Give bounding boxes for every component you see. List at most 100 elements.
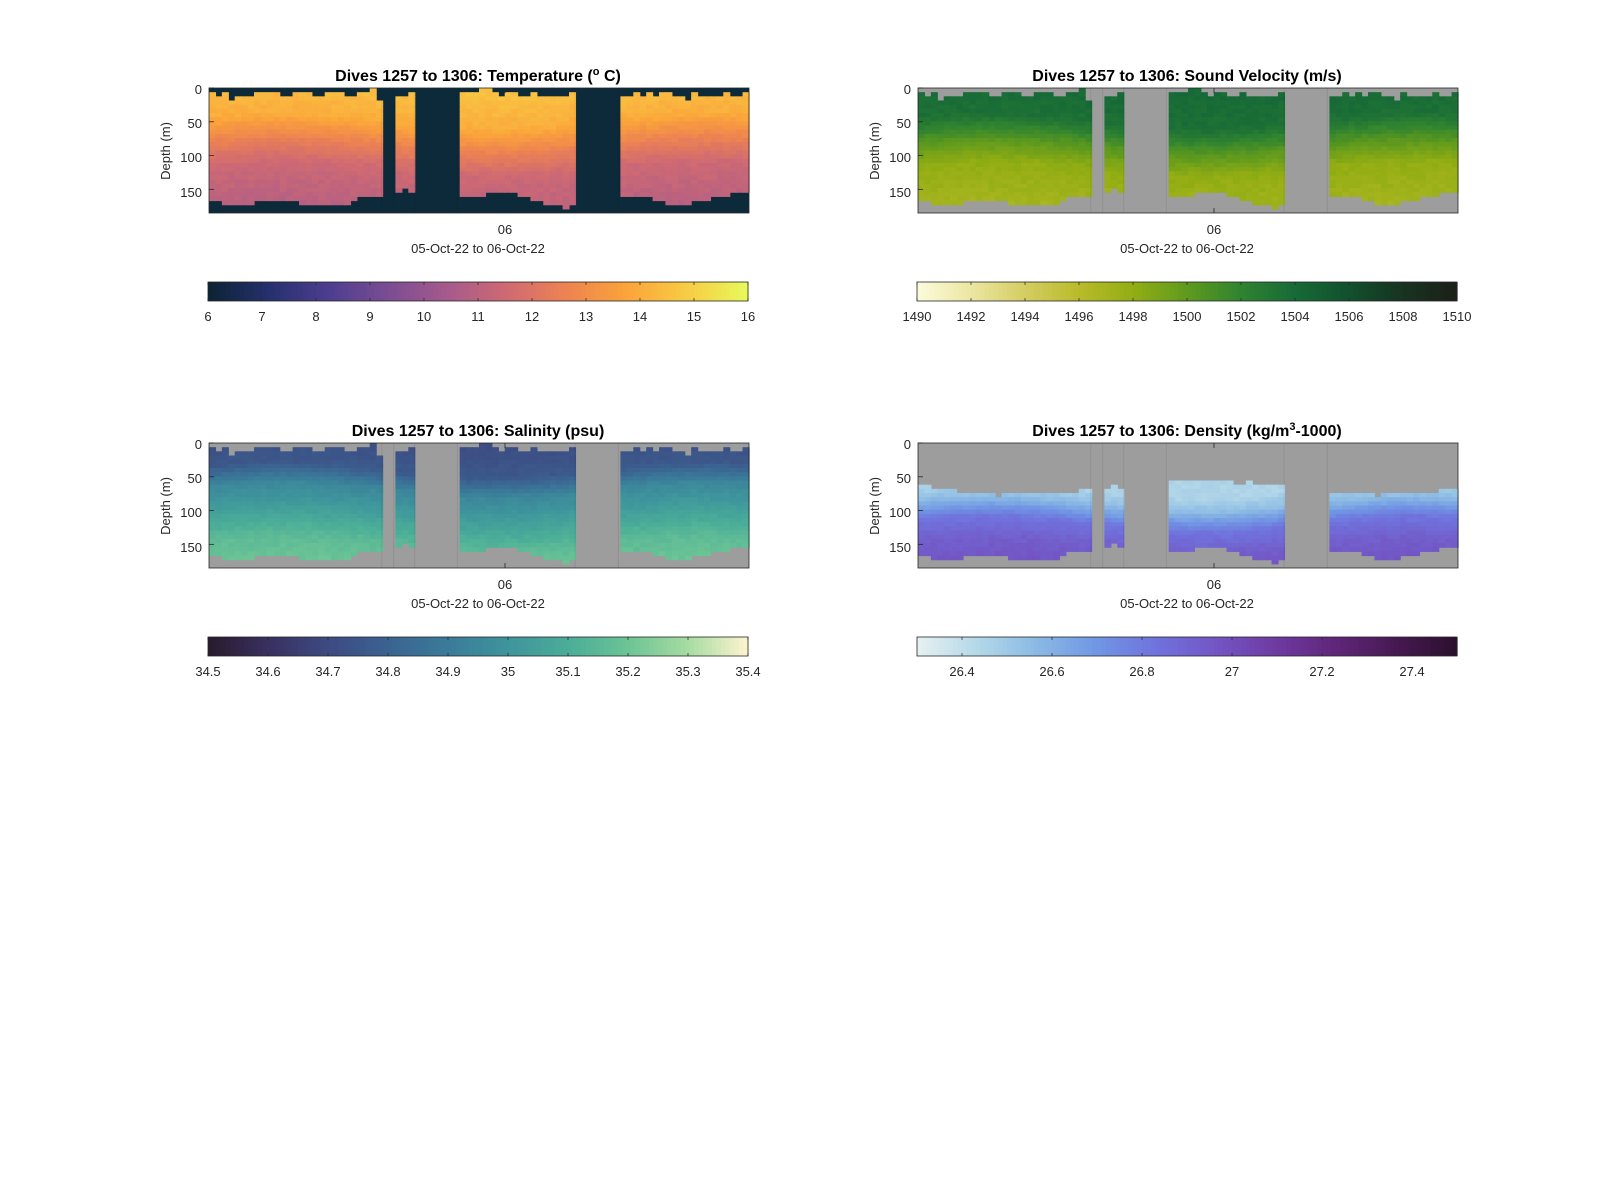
heatmap-cell: [221, 530, 229, 536]
colorbar-segment: [944, 282, 950, 301]
heatmap-cell: [1168, 175, 1176, 181]
heatmap-cell: [918, 142, 926, 147]
heatmap-cell: [549, 522, 557, 527]
heatmap-cell: [1335, 129, 1343, 135]
colorbar-segment: [1241, 282, 1247, 301]
heatmap-cell: [924, 163, 932, 168]
heatmap-cell: [1027, 138, 1035, 143]
heatmap-cell: [950, 108, 958, 114]
heatmap-cell: [930, 142, 938, 147]
heatmap-cell: [1245, 154, 1253, 160]
heatmap-cell: [504, 117, 512, 122]
heatmap-cell: [671, 133, 679, 139]
heatmap-cell: [363, 192, 371, 197]
heatmap-cell: [1065, 117, 1073, 122]
heatmap-cell: [466, 538, 474, 544]
heatmap-cell: [1387, 133, 1395, 139]
heatmap-cell: [652, 150, 660, 156]
colorbar-segment: [568, 282, 574, 301]
heatmap-cell: [324, 133, 332, 139]
heatmap-cell: [1033, 163, 1041, 168]
heatmap-cell: [729, 129, 737, 135]
heatmap-cell: [671, 175, 679, 181]
heatmap-cell: [736, 113, 744, 118]
heatmap-cell: [982, 158, 990, 164]
colorbar-segment: [1196, 282, 1202, 301]
heatmap-cell: [247, 501, 255, 507]
heatmap-cell: [1008, 167, 1016, 172]
heatmap-cell: [1110, 163, 1118, 168]
heatmap-cell: [337, 505, 345, 511]
heatmap-cell: [562, 154, 570, 160]
heatmap-cell: [408, 538, 416, 544]
heatmap-cell: [318, 534, 326, 540]
heatmap-cell: [395, 476, 403, 482]
heatmap-cell: [982, 175, 990, 181]
heatmap-cell: [556, 138, 564, 143]
heatmap-cell: [1265, 129, 1273, 135]
heatmap-cell: [363, 526, 371, 532]
heatmap-cell: [1239, 183, 1247, 189]
heatmap-cell: [324, 543, 332, 548]
heatmap-cell: [982, 121, 990, 127]
heatmap-cell: [982, 113, 990, 118]
heatmap-cell: [511, 505, 519, 511]
heatmap-cell: [1419, 188, 1427, 193]
heatmap-cell: [1245, 129, 1253, 135]
heatmap-cell: [1258, 121, 1266, 127]
heatmap-cell: [956, 188, 964, 193]
heatmap-cell: [652, 129, 660, 135]
heatmap-cell: [1419, 104, 1427, 110]
heatmap-cell: [995, 196, 1003, 202]
heatmap-cell: [569, 121, 577, 127]
heatmap-cell: [247, 480, 255, 486]
heatmap-cell: [1046, 108, 1054, 114]
heatmap-cell: [562, 463, 570, 469]
heatmap-cell: [1252, 167, 1260, 172]
heatmap-cell: [1072, 167, 1080, 172]
heatmap-cell: [350, 146, 358, 152]
heatmap-cell: [215, 543, 223, 548]
heatmap-cell: [344, 463, 352, 469]
heatmap-cell: [369, 133, 377, 139]
colorbar-segment: [1326, 282, 1332, 301]
heatmap-cell: [395, 96, 403, 102]
heatmap-cell: [498, 526, 506, 532]
heatmap-cell: [459, 129, 467, 135]
heatmap-cell: [1072, 192, 1080, 197]
heatmap-cell: [479, 142, 487, 147]
heatmap-cell: [1271, 138, 1279, 143]
heatmap-cell: [1335, 167, 1343, 172]
heatmap-cell: [963, 100, 971, 106]
heatmap-cell: [982, 92, 990, 97]
heatmap-cell: [247, 484, 255, 490]
heatmap-cell: [639, 96, 647, 102]
heatmap-cell: [1065, 188, 1073, 193]
heatmap-cell: [543, 154, 551, 160]
heatmap-cell: [549, 100, 557, 106]
heatmap-cell: [299, 175, 307, 181]
heatmap-cell: [517, 150, 525, 156]
heatmap-cell: [924, 183, 932, 189]
heatmap-cell: [975, 100, 983, 106]
heatmap-cell: [376, 543, 384, 548]
heatmap-cell: [1361, 142, 1369, 147]
heatmap-cell: [292, 551, 300, 557]
heatmap-cell: [305, 480, 313, 486]
heatmap-cell: [569, 96, 577, 102]
heatmap-cell: [1278, 96, 1286, 102]
heatmap-cell: [504, 538, 512, 544]
heatmap-cell: [286, 188, 294, 193]
heatmap-cell: [350, 488, 358, 494]
heatmap-cell: [331, 530, 339, 536]
heatmap-cell: [1168, 163, 1176, 168]
heatmap-cell: [376, 522, 384, 527]
heatmap-cell: [1027, 163, 1035, 168]
colorbar-segment: [1047, 282, 1053, 301]
heatmap-cell: [1085, 117, 1093, 122]
heatmap-cell: [504, 133, 512, 139]
heatmap-cell: [241, 488, 249, 494]
heatmap-cell: [1059, 154, 1067, 160]
heatmap-cell: [626, 179, 634, 185]
heatmap-cell: [363, 538, 371, 544]
